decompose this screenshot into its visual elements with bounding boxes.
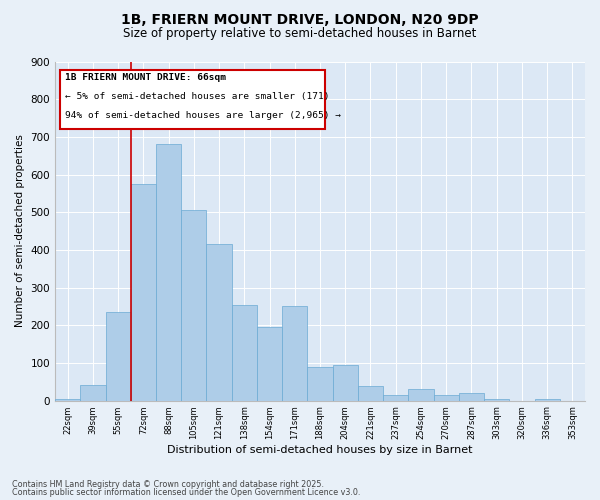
Bar — [156, 144, 181, 400]
Text: Size of property relative to semi-detached houses in Barnet: Size of property relative to semi-detach… — [124, 28, 476, 40]
Bar — [106, 312, 131, 400]
Bar — [332, 365, 358, 400]
Text: 1B, FRIERN MOUNT DRIVE, LONDON, N20 9DP: 1B, FRIERN MOUNT DRIVE, LONDON, N20 9DP — [121, 12, 479, 26]
Text: 94% of semi-detached houses are larger (2,965) →: 94% of semi-detached houses are larger (… — [65, 110, 341, 120]
X-axis label: Distribution of semi-detached houses by size in Barnet: Distribution of semi-detached houses by … — [167, 445, 473, 455]
Bar — [358, 386, 383, 400]
Text: Contains public sector information licensed under the Open Government Licence v3: Contains public sector information licen… — [12, 488, 361, 497]
Bar — [307, 366, 332, 400]
Text: Contains HM Land Registry data © Crown copyright and database right 2025.: Contains HM Land Registry data © Crown c… — [12, 480, 324, 489]
Bar — [55, 398, 80, 400]
Bar — [257, 327, 282, 400]
Bar — [206, 244, 232, 400]
Bar — [232, 304, 257, 400]
Bar — [459, 393, 484, 400]
Text: 1B FRIERN MOUNT DRIVE: 66sqm: 1B FRIERN MOUNT DRIVE: 66sqm — [65, 74, 226, 82]
FancyBboxPatch shape — [61, 70, 325, 130]
Bar — [282, 306, 307, 400]
Bar — [409, 390, 434, 400]
Bar — [80, 385, 106, 400]
Bar — [181, 210, 206, 400]
Bar — [131, 184, 156, 400]
Text: ← 5% of semi-detached houses are smaller (171): ← 5% of semi-detached houses are smaller… — [65, 92, 329, 101]
Y-axis label: Number of semi-detached properties: Number of semi-detached properties — [15, 134, 25, 328]
Bar — [434, 395, 459, 400]
Bar — [383, 395, 409, 400]
